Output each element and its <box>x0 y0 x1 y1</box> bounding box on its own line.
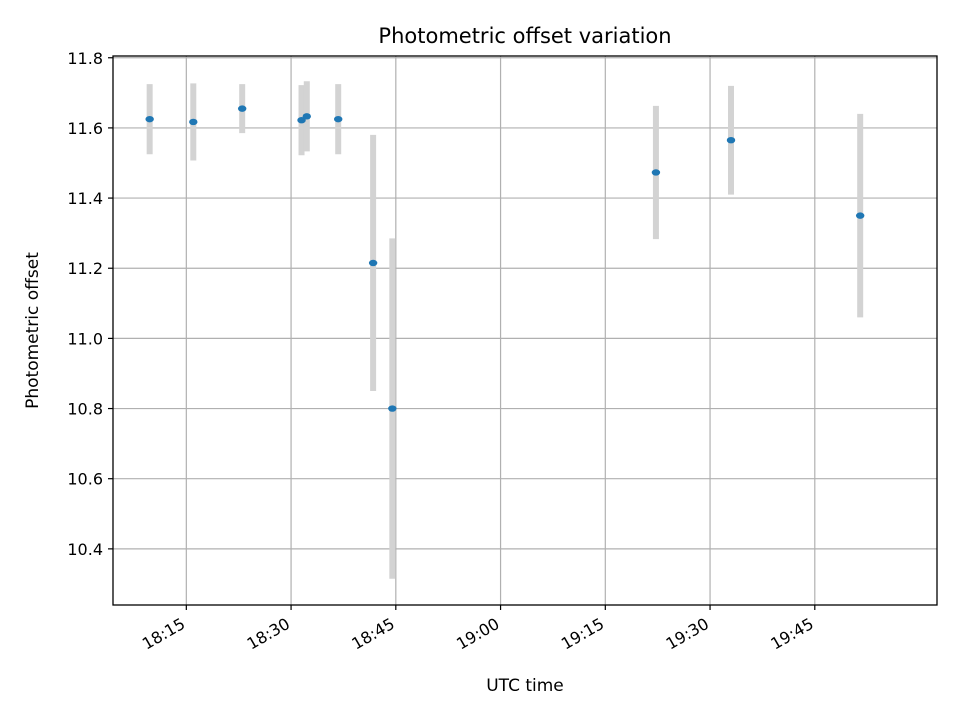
y-tick-label: 10.4 <box>67 540 103 559</box>
y-tick-label: 11.0 <box>67 329 103 348</box>
y-tick-label: 11.2 <box>67 259 103 278</box>
data-point <box>302 113 311 120</box>
chart-title: Photometric offset variation <box>378 24 671 48</box>
y-axis-title: Photometric offset <box>23 252 43 409</box>
y-tick-label: 11.4 <box>67 189 103 208</box>
grid <box>113 56 937 605</box>
data-point <box>334 115 343 123</box>
data-point <box>237 105 247 112</box>
y-tick-label: 11.6 <box>67 119 103 138</box>
x-axis-title: UTC time <box>486 676 564 696</box>
plot-frame <box>112 55 938 606</box>
data-point <box>297 116 306 124</box>
y-tick-label: 10.6 <box>67 470 103 489</box>
data-point <box>189 118 198 126</box>
data-points <box>145 105 865 412</box>
y-tick-label: 10.8 <box>67 400 103 419</box>
data-point <box>368 259 378 267</box>
data-point <box>855 212 865 219</box>
data-point <box>651 169 661 176</box>
data-point <box>145 115 154 123</box>
y-tick-label: 11.8 <box>67 49 103 68</box>
data-point <box>388 405 397 412</box>
data-point <box>726 136 736 144</box>
